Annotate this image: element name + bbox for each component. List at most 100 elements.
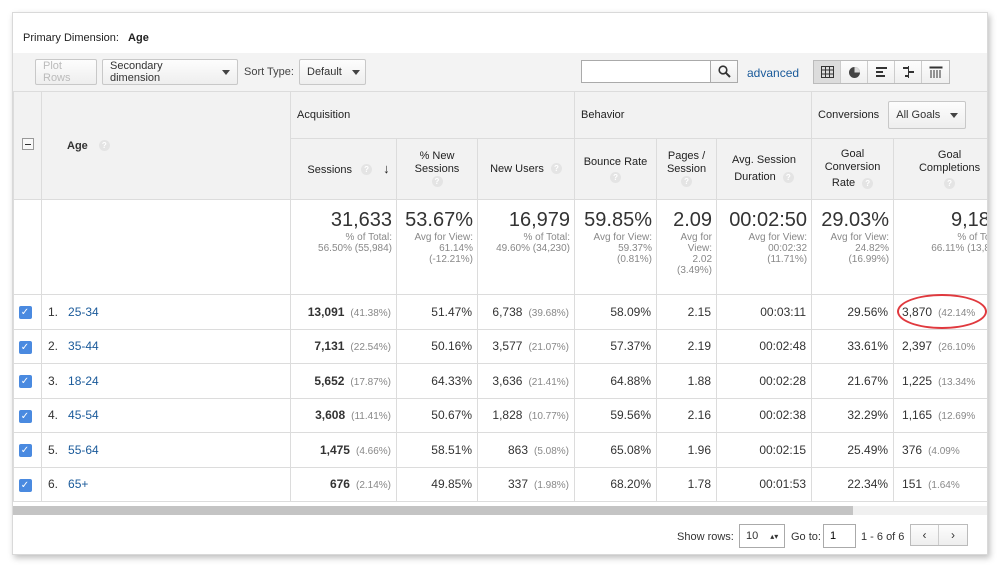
bounce-rate-cell: 59.56% (574, 397, 658, 433)
new-users-cell: 3,636 (21.41%) (476, 363, 576, 399)
total-completions-value: 9,184 (951, 209, 987, 231)
comp-header-line2: Completions (918, 162, 981, 174)
help-icon[interactable]: ? (681, 176, 693, 188)
row-index: 4. (48, 408, 59, 423)
table-view-button[interactable] (814, 61, 841, 83)
conv-rate-cell: 25.49% (811, 432, 895, 468)
new-users-cell: 337 (1.98%) (476, 466, 576, 502)
age-link[interactable]: 55-64 (68, 442, 99, 457)
pie-view-button[interactable] (841, 61, 868, 83)
pagination-range: 1 - 6 of 6 (861, 531, 905, 543)
horizontal-scrollbar-thumb[interactable] (13, 506, 853, 515)
previous-page-button[interactable]: ‹ (911, 525, 939, 545)
next-page-button[interactable]: › (939, 525, 967, 545)
chevron-down-icon (222, 69, 230, 75)
total-pages-sub2: View: (687, 243, 713, 254)
report-panel: Primary Dimension: Age Plot Rows Seconda… (12, 12, 988, 555)
age-link[interactable]: 65+ (68, 477, 89, 492)
total-sessions: 31,633 % of Total: 56.50% (55,984) (290, 199, 397, 295)
new-users-value: 3,577 (492, 339, 523, 354)
new-sessions-cell: 64.33% (396, 363, 478, 399)
bounce-rate-cell: 65.08% (574, 432, 658, 468)
help-icon[interactable]: ? (431, 176, 443, 188)
search-input[interactable] (581, 60, 711, 83)
age-link[interactable]: 25-34 (68, 304, 99, 319)
sessions-percent: (11.41%) (351, 411, 391, 423)
conv-rate-cell: 22.34% (811, 466, 895, 502)
advanced-link[interactable]: advanced (747, 66, 800, 80)
sessions-value: 13,091 (307, 304, 345, 319)
new-sessions-header-line1: % New (419, 149, 455, 162)
sessions-column-header[interactable]: Sessions ? ↓ (290, 138, 397, 200)
total-pages-value: 2.09 (673, 209, 713, 231)
help-icon[interactable]: ? (550, 163, 562, 175)
conv-rate-cell: 29.56% (811, 294, 895, 330)
completions-percent: (12.69% (938, 411, 976, 423)
age-column-header[interactable]: Age ? (41, 91, 291, 200)
comparison-view-button[interactable] (895, 61, 922, 83)
row-index: 1. (48, 304, 59, 319)
conversions-group-header: Conversions All Goals (811, 91, 987, 139)
table-row[interactable]: ✓ 2. 35-44 7,131 (22.54%) 50.16% 3,577 (21.07%)… (13, 328, 987, 364)
row-checkbox[interactable]: ✓ (18, 409, 32, 423)
new-users-column-header[interactable]: New Users ? (476, 138, 576, 200)
bounce-rate-column-header[interactable]: Bounce Rate ? (574, 138, 658, 200)
age-link[interactable]: 18-24 (68, 373, 99, 388)
pages-session-cell: 2.16 (656, 397, 718, 433)
help-icon[interactable]: ? (610, 171, 622, 183)
age-link[interactable]: 35-44 (68, 339, 99, 354)
new-users-value: 3,636 (492, 373, 523, 388)
completions-cell: 1,225 (13.34% (893, 363, 987, 399)
goal-conversion-rate-column-header[interactable]: Goal Conversion Rate ? (811, 138, 895, 200)
row-checkbox[interactable]: ✓ (18, 340, 32, 354)
search-button[interactable] (711, 60, 738, 83)
help-icon[interactable]: ? (862, 177, 874, 189)
pages-session-cell: 2.19 (656, 328, 718, 364)
new-users-cell: 6,738 (39.68%) (476, 294, 576, 330)
sort-type-value: Default (307, 66, 342, 78)
table-row[interactable]: ✓ 5. 55-64 1,475 (4.66%) 58.51% 863 (5.08%) 65.0… (13, 432, 987, 468)
table-row[interactable]: ✓ 4. 45-54 3,608 (11.41%) 50.67% 1,828 (10.77%)… (13, 397, 987, 433)
sort-type-label: Sort Type: (244, 66, 294, 78)
row-select-cell: ✓ (13, 328, 42, 364)
help-icon[interactable]: ? (361, 164, 373, 176)
completions-percent: (13.34% (938, 376, 976, 388)
pivot-view-button[interactable] (922, 61, 949, 83)
row-checkbox[interactable]: ✓ (18, 444, 32, 458)
table-row[interactable]: ✓ 6. 65+ 676 (2.14%) 49.85% 337 (1.98%) 68.20% 1.… (13, 466, 987, 502)
avg-session-duration-column-header[interactable]: Avg. Session Duration ? (716, 138, 813, 200)
goal-completions-column-header[interactable]: Goal Completions ? (893, 138, 987, 200)
chevron-down-icon (950, 112, 959, 118)
performance-view-button[interactable] (868, 61, 895, 83)
new-sessions-column-header[interactable]: % New Sessions ? (396, 138, 478, 200)
plot-rows-button[interactable]: Plot Rows (35, 59, 97, 85)
total-conv-rate: 29.03% Avg for View: 24.82% (16.99%) (811, 199, 895, 295)
completions-value: 1,165 (902, 408, 933, 423)
row-index: 6. (48, 477, 59, 492)
sessions-percent: (41.38%) (350, 307, 391, 319)
show-rows-select[interactable]: 10 ▴▾ (739, 524, 785, 548)
goto-input[interactable] (823, 524, 856, 548)
help-icon[interactable]: ? (944, 178, 956, 189)
total-new-users-sub2: 49.60% (34,230) (496, 243, 571, 254)
total-new-users-value: 16,979 (508, 209, 571, 231)
age-link[interactable]: 45-54 (68, 408, 99, 423)
total-duration-sub2: 00:02:32 (768, 243, 808, 254)
sort-type-dropdown[interactable]: Default (299, 59, 366, 85)
help-icon[interactable]: ? (782, 171, 794, 183)
goals-dropdown[interactable]: All Goals (888, 101, 967, 129)
row-checkbox[interactable]: ✓ (18, 375, 32, 389)
completions-percent: (1.64% (928, 480, 960, 492)
pages-session-column-header[interactable]: Pages / Session ? (656, 138, 718, 200)
data-table: Age ? Acquisition Behavior Conversions A… (13, 91, 987, 502)
table-row[interactable]: ✓ 1. 25-34 13,091 (41.38%) 51.47% 6,738 (39.68%… (13, 294, 987, 330)
sessions-percent: (17.87%) (350, 376, 391, 388)
sessions-percent: (4.66%) (355, 445, 391, 457)
primary-dimension-value[interactable]: Age (128, 32, 149, 44)
secondary-dimension-dropdown[interactable]: Secondary dimension (102, 59, 238, 85)
help-icon[interactable]: ? (98, 140, 110, 152)
table-row[interactable]: ✓ 3. 18-24 5,652 (17.87%) 64.33% 3,636 (21.41%)… (13, 363, 987, 399)
row-checkbox[interactable]: ✓ (18, 306, 32, 320)
select-all-checkbox[interactable] (21, 137, 34, 150)
row-checkbox[interactable]: ✓ (18, 478, 32, 492)
